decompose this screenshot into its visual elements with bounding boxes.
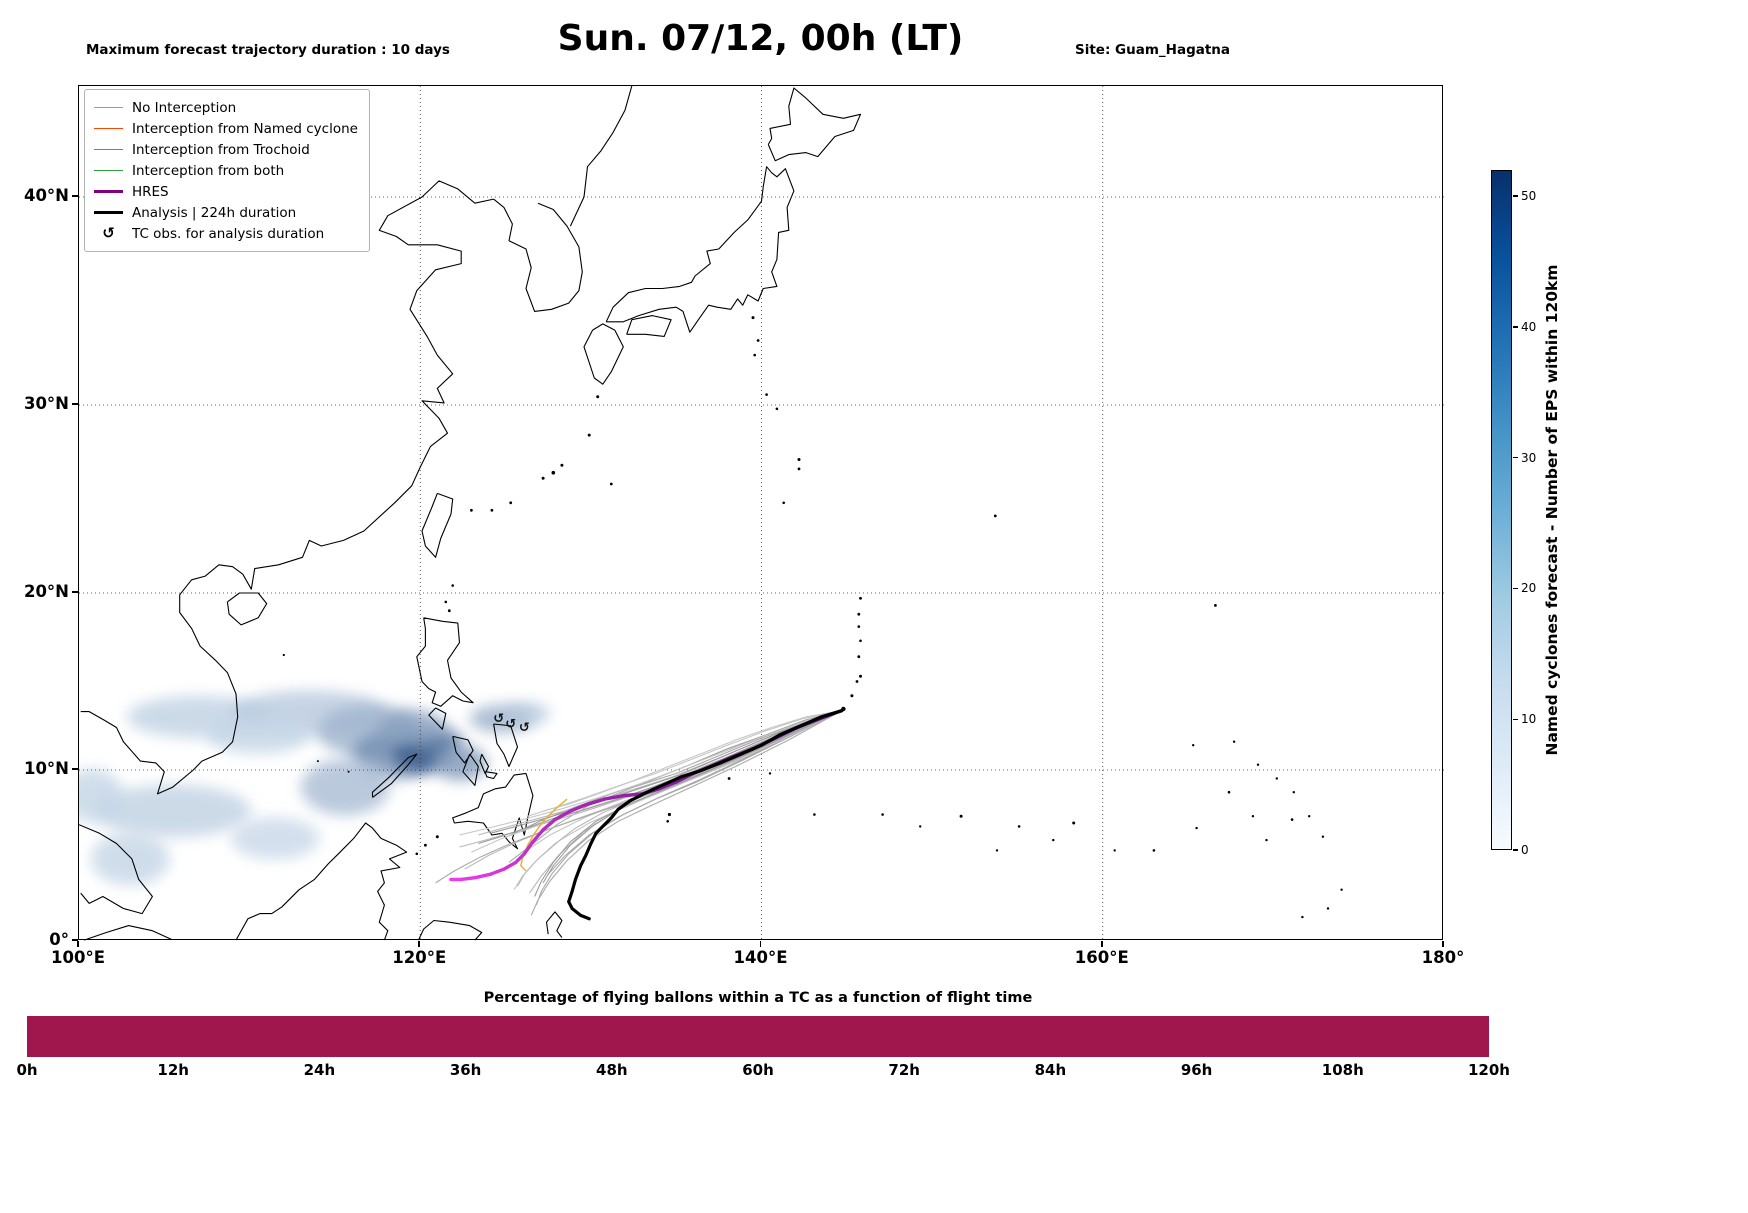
x-axis-tick-label: 140°E — [733, 948, 788, 967]
analysis-track — [566, 709, 844, 921]
map-legend: No Interception Interception from Named c… — [84, 89, 370, 252]
site-line: Site: Guam_Hagatna — [1075, 42, 1231, 59]
eps-count-colorbar — [1491, 170, 1512, 850]
legend-line-swatch — [94, 148, 123, 151]
y-axis-tick-mark — [72, 591, 78, 593]
y-axis-tick-label: 10°N — [23, 759, 69, 778]
balloon-bar-title: Percentage of flying ballons within a TC… — [483, 990, 1033, 1006]
colorbar-tick-mark — [1513, 718, 1518, 720]
flight-time-tick-label: 96h — [1180, 1061, 1213, 1079]
legend-item: ↺ TC obs. for analysis duration — [94, 223, 358, 244]
ensemble-trajectories — [435, 710, 842, 916]
y-axis-tick-mark — [72, 768, 78, 770]
colorbar-tick-mark — [1513, 326, 1518, 328]
flight-time-tick-label: 120h — [1468, 1061, 1510, 1079]
flight-time-tick-label: 72h — [888, 1061, 920, 1079]
colorbar-tick-label: 10 — [1521, 712, 1537, 727]
ensemble-member-track — [542, 710, 842, 812]
y-axis-tick-label: 0° — [49, 930, 69, 949]
legend-label: Interception from Trochoid — [132, 141, 310, 158]
legend-line-swatch — [94, 106, 123, 109]
flight-time-tick-label: 12h — [157, 1061, 189, 1079]
x-axis-tick-mark — [418, 941, 421, 947]
colorbar-tick-label: 20 — [1521, 581, 1537, 596]
y-axis-tick-label: 30°N — [23, 394, 69, 413]
graticule — [79, 86, 1444, 941]
balloon-bar-chart — [27, 1016, 1489, 1057]
trochoid-interception-track — [520, 798, 568, 872]
legend-label: No Interception — [132, 99, 237, 116]
x-axis-tick-mark — [77, 941, 79, 947]
colorbar-tick-label: 30 — [1521, 450, 1537, 465]
flight-time-tick-label: 24h — [303, 1061, 336, 1079]
legend-item: Interception from both — [94, 160, 358, 181]
tc-obs-marker: ↺ — [505, 717, 516, 732]
legend-line-swatch — [94, 127, 123, 130]
x-axis-tick-mark — [1100, 941, 1103, 947]
x-axis-tick-label: 160°E — [1074, 948, 1129, 967]
colorbar-tick-mark — [1513, 195, 1518, 197]
y-axis-tick-label: 40°N — [23, 186, 69, 205]
x-axis-tick-mark — [1442, 941, 1444, 947]
eps-density-field — [79, 690, 550, 886]
y-axis-tick-mark — [72, 403, 78, 405]
config-line-duration: Maximum forecast trajectory duration : 1… — [86, 42, 450, 59]
legend-label: TC obs. for analysis duration — [132, 225, 325, 242]
balloon-bar-fill — [27, 1016, 1489, 1057]
cyclone-obs-icon: ↺ — [102, 224, 115, 242]
flight-time-tick-label: 0h — [16, 1061, 38, 1079]
legend-line-swatch — [94, 169, 123, 172]
legend-item: HRES — [94, 181, 358, 202]
flight-time-tick-label: 36h — [449, 1061, 482, 1079]
legend-label: Interception from Named cyclone — [132, 120, 358, 137]
legend-label: Analysis | 224h duration — [132, 204, 297, 221]
ensemble-member-track — [459, 710, 842, 836]
legend-item: Interception from Trochoid — [94, 139, 358, 160]
x-axis-tick-label: 120°E — [392, 948, 447, 967]
colorbar-tick-mark — [1513, 587, 1518, 590]
trajectory-map: ↺ ↺ ↺ No Interception Interception from Nam… — [78, 85, 1444, 941]
tc-obs-marker: ↺ — [519, 721, 530, 736]
colorbar-tick-mark — [1513, 849, 1518, 851]
tc-obs-markers: ↺ ↺ ↺ — [493, 712, 530, 736]
ensemble-member-track — [534, 710, 842, 897]
ensemble-member-track — [527, 710, 842, 817]
x-axis-tick-mark — [759, 941, 762, 947]
map-canvas: ↺ ↺ ↺ — [79, 86, 1444, 941]
ensemble-member-track — [508, 710, 842, 863]
tc-obs-marker: ↺ — [493, 712, 504, 727]
legend-line-swatch — [94, 189, 123, 194]
colorbar-tick-label: 0 — [1521, 843, 1529, 857]
flight-time-tick-label: 108h — [1321, 1061, 1364, 1079]
legend-label: Interception from both — [132, 162, 285, 179]
ensemble-member-track — [490, 710, 842, 834]
y-axis-tick-mark — [72, 939, 78, 941]
y-axis-tick-mark — [72, 195, 78, 197]
ensemble-member-track — [530, 710, 842, 916]
legend-label: HRES — [132, 183, 169, 200]
x-axis-tick-label: 100°E — [51, 948, 105, 967]
flight-time-tick-label: 48h — [596, 1061, 628, 1079]
colorbar-tick-label: 40 — [1521, 319, 1537, 334]
legend-line-swatch — [94, 210, 123, 215]
colorbar-label: Named cyclones forecast - Number of EPS … — [1543, 264, 1561, 756]
page-title: Sun. 07/12, 00h (LT) — [557, 18, 964, 59]
x-axis-tick-label: 180° — [1421, 948, 1465, 967]
legend-item: No Interception — [94, 97, 358, 118]
flight-time-tick-label: 60h — [742, 1061, 774, 1079]
flight-time-tick-label: 84h — [1034, 1061, 1067, 1079]
colorbar-tick-mark — [1513, 456, 1518, 459]
coastlines — [79, 86, 1343, 941]
colorbar-tick-label: 50 — [1521, 189, 1537, 204]
y-axis-tick-label: 20°N — [23, 582, 69, 601]
legend-item: Analysis | 224h duration — [94, 202, 358, 223]
ensemble-member-track — [535, 710, 842, 906]
legend-item: Interception from Named cyclone — [94, 118, 358, 139]
